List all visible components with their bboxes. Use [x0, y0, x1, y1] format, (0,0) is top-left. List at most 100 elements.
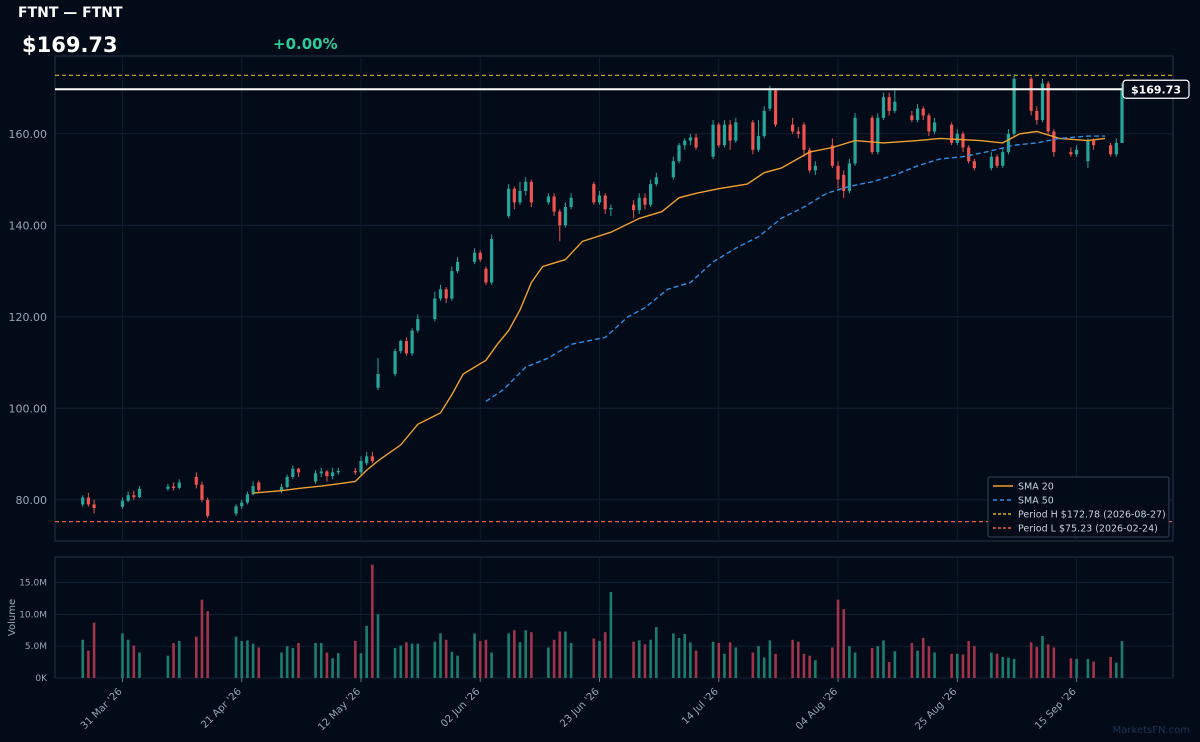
price-tick-label: 100.00 — [9, 402, 48, 415]
candle-body — [671, 161, 675, 178]
candle-body — [92, 504, 96, 509]
volume-bar — [751, 652, 755, 678]
volume-bar — [490, 652, 493, 678]
volume-bar — [973, 646, 976, 678]
candle-body — [1092, 140, 1096, 146]
candle-body — [370, 456, 374, 461]
candle-body — [177, 482, 181, 488]
volume-bar — [609, 592, 613, 678]
volume-bar — [166, 655, 170, 678]
volume-bar — [121, 633, 124, 678]
candle-body — [404, 341, 409, 354]
candle-body — [507, 188, 511, 217]
volume-bar — [194, 636, 198, 678]
candle-body — [353, 470, 357, 473]
volume-bar — [757, 646, 760, 678]
volume-tick-label: 15.0M — [19, 578, 47, 588]
candle-body — [796, 131, 800, 134]
candle-body — [194, 476, 198, 485]
candle-body — [410, 330, 414, 354]
volume-bar — [444, 639, 448, 678]
volume-bar — [723, 653, 726, 678]
candle-body — [791, 124, 795, 132]
candle-body — [961, 133, 965, 148]
volume-bar — [291, 648, 295, 678]
candle-body — [813, 165, 817, 171]
volume-bar — [967, 641, 970, 678]
volume-bar — [126, 639, 130, 678]
volume-bar — [836, 599, 840, 678]
volume-bar — [1069, 658, 1073, 678]
volume-bar — [297, 642, 300, 678]
volume-bar — [331, 658, 334, 678]
candle-body — [546, 196, 551, 203]
volume-bar — [371, 564, 374, 678]
candle-body — [654, 177, 658, 185]
candle-body — [376, 373, 380, 388]
candle-body — [802, 124, 806, 150]
volume-bar — [410, 643, 414, 678]
volume-bar — [694, 650, 698, 678]
volume-bar — [484, 639, 488, 678]
volume-bar — [530, 632, 533, 678]
price-tick-label: 140.00 — [9, 219, 48, 232]
volume-bar — [603, 632, 607, 678]
candle-body — [751, 122, 755, 150]
volume-bar — [632, 641, 635, 678]
candle-body — [433, 298, 437, 320]
candle-body — [842, 174, 846, 191]
volume-bar — [1041, 635, 1044, 678]
candle-body — [455, 261, 460, 272]
date-tick-label: 14 Jul '26 — [680, 686, 721, 727]
candle-body — [762, 110, 766, 137]
candle-body — [206, 499, 210, 516]
sma20-line — [253, 130, 1106, 494]
volume-bar — [1092, 661, 1095, 678]
volume-bar — [876, 646, 880, 678]
candle-body — [126, 495, 130, 501]
date-tick-label: 02 Jun '26 — [439, 686, 482, 729]
candle-body — [915, 108, 920, 121]
candle-body — [932, 122, 937, 132]
volume-bar — [677, 637, 681, 678]
last-price-tag-label: $169.73 — [1131, 83, 1181, 96]
volume-bar — [689, 642, 692, 678]
candle-body — [1052, 131, 1056, 153]
date-tick-label: 23 Jun '26 — [558, 686, 601, 729]
candle-body — [240, 502, 244, 507]
candle-body — [438, 289, 443, 299]
volume-bar — [138, 652, 141, 678]
volume-bar — [1029, 642, 1033, 678]
volume-bar — [569, 642, 573, 678]
candle-body — [569, 197, 573, 207]
candle-body — [711, 124, 715, 157]
candle-body — [1001, 152, 1005, 166]
candle-body — [478, 252, 482, 260]
sma50-line — [485, 135, 1105, 402]
candle-body — [995, 156, 999, 166]
volume-bar — [177, 641, 181, 678]
volume-bar — [450, 651, 454, 678]
candle-body — [768, 90, 772, 109]
candle-body — [81, 497, 85, 505]
volume-bar — [796, 641, 800, 678]
volume-bar — [206, 611, 209, 678]
candle-body — [319, 471, 323, 474]
volume-tick-label: 0K — [35, 674, 48, 684]
volume-bar — [882, 640, 885, 678]
volume-bar — [592, 638, 596, 678]
volume-bar — [950, 653, 953, 678]
candle-body — [512, 188, 516, 203]
volume-bar — [405, 642, 408, 678]
volume-bar — [547, 647, 550, 678]
candle-body — [921, 108, 925, 116]
volume-bar — [995, 653, 999, 678]
legend-label: Period H $172.78 (2026-08-27) — [1018, 510, 1166, 521]
volume-bar — [734, 647, 738, 678]
candle-body — [325, 471, 329, 477]
volume-bar — [717, 642, 721, 678]
candle-body — [444, 289, 448, 299]
candle-body — [393, 351, 397, 374]
volume-bar — [319, 642, 323, 678]
